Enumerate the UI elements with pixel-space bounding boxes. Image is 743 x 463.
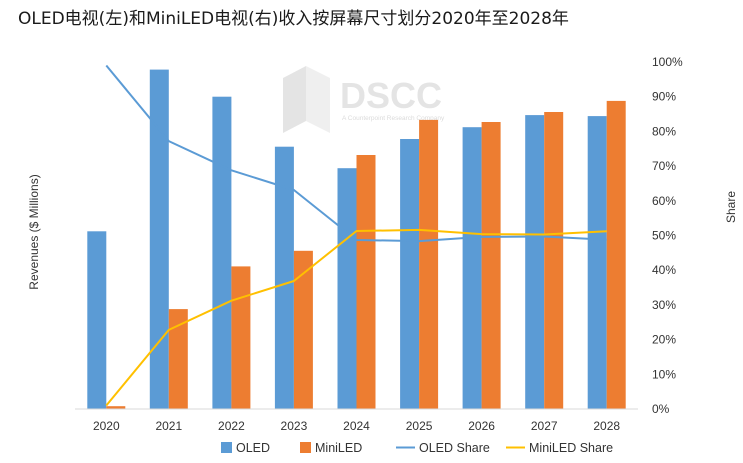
- bar-miniled-2020: [106, 406, 126, 409]
- watermark-tagline: A Counterpoint Research Company: [342, 115, 445, 122]
- y2-tick-7: 70%: [652, 159, 676, 173]
- bar-miniled-2024: [356, 155, 376, 409]
- y2-tick-5: 50%: [652, 229, 676, 243]
- y2-tick-8: 80%: [652, 124, 676, 138]
- line-miniled-share: [105, 228, 607, 407]
- bar-miniled-2022: [231, 266, 251, 409]
- y2-tick-10: 100%: [652, 55, 683, 69]
- y2-tick-9: 90%: [652, 90, 676, 104]
- y-axis-title: Revenues ($ Millions): [27, 174, 41, 289]
- y2-tick-2: 20%: [652, 333, 676, 347]
- bar-oled-2020: [87, 231, 107, 409]
- y2-tick-0: 0%: [652, 402, 670, 416]
- x-tick-2025: 2025: [406, 419, 433, 433]
- y2-tick-labels: 0% 10% 20% 30% 40% 50% 60% 70% 80% 90% 100%: [652, 55, 683, 416]
- x-tick-2020: 2020: [93, 419, 120, 433]
- bar-oled-2024: [337, 168, 357, 409]
- bar-miniled-2027: [544, 112, 564, 409]
- bar-miniled-2026: [481, 122, 501, 409]
- bar-oled-2026: [462, 127, 482, 409]
- y2-tick-4: 40%: [652, 263, 676, 277]
- legend-swatch-oled: [221, 442, 232, 453]
- x-tick-labels: 2020 2021 2022 2023 2024 2025 2026 2027 2028: [93, 419, 620, 433]
- bar-oled-2027: [525, 115, 545, 409]
- bar-miniled-2028: [606, 100, 626, 410]
- x-tick-2026: 2026: [468, 419, 495, 433]
- x-tick-2022: 2022: [218, 419, 245, 433]
- watermark-logo-right: [306, 66, 330, 133]
- watermark-brand: DSCC: [340, 75, 442, 116]
- y2-axis-title: Share: [724, 191, 738, 223]
- bar-oled-2021: [149, 69, 169, 409]
- watermark: DSCC A Counterpoint Research Company: [283, 66, 445, 133]
- bar-miniled-2025: [419, 119, 439, 410]
- legend: OLED MiniLED OLED Share MiniLED Share: [221, 441, 613, 455]
- legend-swatch-miniled: [300, 442, 311, 453]
- bar-oled-2025: [400, 139, 420, 409]
- bar-oled-2023: [274, 146, 294, 409]
- lines-layer: [105, 64, 607, 407]
- bar-oled-2022: [212, 96, 232, 409]
- legend-label-miniled: MiniLED: [315, 441, 362, 455]
- x-tick-2028: 2028: [593, 419, 620, 433]
- bar-miniled-2021: [168, 309, 188, 409]
- legend-label-oled: OLED: [236, 441, 270, 455]
- bar-oled-2028: [587, 116, 607, 409]
- y2-tick-1: 10%: [652, 367, 676, 381]
- chart-title: OLED电视(左)和MiniLED电视(右)收入按屏幕尺寸划分2020年至202…: [18, 9, 569, 29]
- legend-label-oled-share: OLED Share: [419, 441, 490, 455]
- bar-miniled-2023: [293, 250, 313, 409]
- watermark-logo-left: [283, 66, 306, 133]
- legend-label-miniled-share: MiniLED Share: [529, 441, 613, 455]
- x-tick-2021: 2021: [155, 419, 182, 433]
- y2-tick-3: 30%: [652, 298, 676, 312]
- x-tick-2023: 2023: [281, 419, 308, 433]
- line-oled-share: [105, 64, 607, 243]
- x-tick-2027: 2027: [531, 419, 558, 433]
- y2-tick-6: 60%: [652, 194, 676, 208]
- x-tick-2024: 2024: [343, 419, 370, 433]
